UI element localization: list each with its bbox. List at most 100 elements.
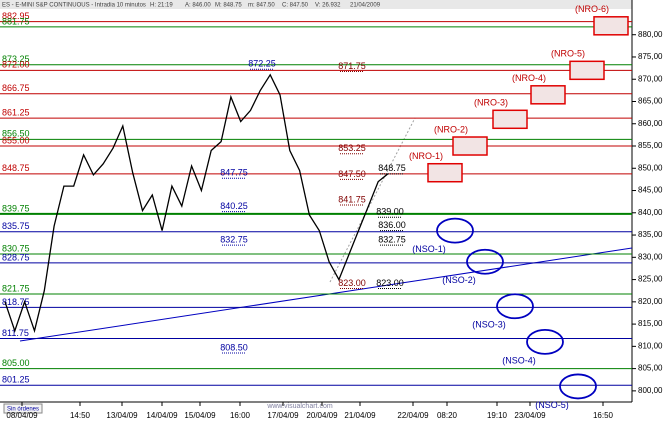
nso-label: (NSO-4) bbox=[502, 355, 536, 365]
y-tick-label: 845,00 bbox=[638, 186, 663, 195]
annotation-label: 847.75 bbox=[220, 168, 248, 178]
header-field: 21/04/2009 bbox=[350, 3, 381, 9]
annotation-label: 847.50 bbox=[338, 169, 366, 179]
y-tick-label: 820,00 bbox=[638, 297, 663, 306]
x-tick-label: 16:00 bbox=[230, 411, 251, 420]
y-tick-label: 830,00 bbox=[638, 252, 663, 261]
annotation-label: 848.75 bbox=[378, 163, 406, 173]
header-field: C: 847.50 bbox=[282, 3, 309, 9]
level-label: 821.75 bbox=[2, 283, 30, 293]
level-label: 882.95 bbox=[2, 11, 30, 21]
annotation-label: 853.25 bbox=[338, 143, 366, 153]
nro-label: (NRO-6) bbox=[575, 4, 609, 14]
nro-label: (NRO-2) bbox=[434, 124, 468, 134]
level-label: 856.50 bbox=[2, 129, 30, 139]
nro-box bbox=[530, 85, 566, 105]
x-tick-label: 08/04/09 bbox=[6, 411, 38, 420]
status-box bbox=[3, 403, 43, 414]
annotation-label: 871.75 bbox=[338, 61, 366, 71]
nro-box bbox=[492, 109, 528, 130]
nro-label: (NRO-1) bbox=[409, 151, 443, 161]
x-tick-label: 19:10 bbox=[487, 411, 508, 420]
y-tick-label: 815,00 bbox=[638, 319, 663, 328]
nso-label: (NSO-5) bbox=[535, 400, 569, 410]
nso-ellipse bbox=[526, 328, 564, 355]
annotation-label: 840.25 bbox=[220, 201, 248, 211]
y-tick-label: 810,00 bbox=[638, 341, 663, 350]
price-line bbox=[4, 73, 389, 334]
annotation-label: 836.00 bbox=[378, 220, 406, 230]
level-label: 872.00 bbox=[2, 60, 30, 70]
nro-box bbox=[593, 16, 629, 36]
level-label: 839.75 bbox=[2, 203, 30, 213]
y-tick-label: 835,00 bbox=[638, 230, 663, 239]
annotation-label: 839.00 bbox=[376, 207, 404, 217]
x-tick-label: 17/04/09 bbox=[267, 411, 299, 420]
y-tick-label: 800,00 bbox=[638, 386, 663, 395]
nso-ellipse bbox=[436, 217, 474, 244]
level-label: 811.75 bbox=[2, 328, 29, 338]
annotation-label: 823.00 bbox=[376, 278, 404, 288]
nro-box bbox=[569, 60, 605, 81]
x-tick-label: 20/04/09 bbox=[306, 411, 338, 420]
x-tick-label: 14:50 bbox=[70, 411, 91, 420]
level-label: 818.75 bbox=[2, 297, 30, 307]
level-label: 855.00 bbox=[2, 135, 30, 145]
y-tick-label: 875,00 bbox=[638, 52, 663, 61]
x-tick-label: 21/04/09 bbox=[344, 411, 376, 420]
header-bar bbox=[0, 0, 632, 9]
nso-label: (NSO-1) bbox=[412, 244, 446, 254]
nso-ellipse bbox=[466, 248, 504, 275]
x-tick-label: 14/04/09 bbox=[146, 411, 178, 420]
x-tick-label: 23/04/09 bbox=[514, 411, 546, 420]
level-label: 828.75 bbox=[2, 252, 30, 262]
header-field: V: 26.932 bbox=[315, 3, 341, 9]
level-label: 873.25 bbox=[2, 54, 30, 64]
nro-box bbox=[427, 162, 463, 183]
x-tick-label: 15/04/09 bbox=[184, 411, 216, 420]
header-field: m: 847.50 bbox=[248, 3, 275, 9]
nso-label: (NSO-2) bbox=[442, 275, 476, 285]
header-field: M: 848.75 bbox=[215, 3, 242, 9]
nso-ellipse bbox=[496, 293, 534, 320]
nro-box bbox=[452, 136, 488, 156]
y-tick-label: 855,00 bbox=[638, 141, 663, 150]
annotation-label: 872.25 bbox=[248, 59, 276, 69]
nso-label: (NSO-3) bbox=[472, 320, 506, 330]
level-label: 848.75 bbox=[2, 163, 30, 173]
x-tick-label: 16:50 bbox=[593, 411, 614, 420]
channel-line bbox=[329, 117, 416, 283]
annotation-label: 841.75 bbox=[338, 194, 366, 204]
header-title: ES - E-MINI S&P CONTINUOUS - Intradia 10… bbox=[2, 3, 146, 9]
y-tick-label: 850,00 bbox=[638, 163, 663, 172]
level-label: 801.25 bbox=[2, 375, 30, 385]
y-tick-label: 840,00 bbox=[638, 208, 663, 217]
x-tick-label: 22/04/09 bbox=[397, 411, 429, 420]
annotation-label: 832.75 bbox=[378, 234, 406, 244]
y-tick-label: 860,00 bbox=[638, 119, 663, 128]
level-label: 861.25 bbox=[2, 108, 30, 118]
y-tick-label: 870,00 bbox=[638, 74, 663, 83]
header-field: H: 21:19 bbox=[150, 3, 173, 9]
level-label: 805.00 bbox=[2, 358, 30, 368]
level-label: 881.75 bbox=[2, 16, 30, 26]
watermark: www.visualchart.com bbox=[266, 403, 333, 410]
nro-label: (NRO-3) bbox=[474, 98, 508, 108]
nso-ellipse bbox=[559, 373, 597, 400]
level-label: 866.75 bbox=[2, 83, 30, 93]
annotation-label: 808.50 bbox=[220, 342, 248, 352]
annotation-label: 832.75 bbox=[220, 234, 248, 244]
nro-label: (NRO-4) bbox=[512, 73, 546, 83]
y-tick-label: 805,00 bbox=[638, 364, 663, 373]
level-label: 835.75 bbox=[2, 221, 30, 231]
header-field: A: 846.00 bbox=[185, 3, 211, 9]
y-tick-label: 825,00 bbox=[638, 275, 663, 284]
y-tick-label: 865,00 bbox=[638, 97, 663, 106]
status-text: Sin órdenes bbox=[7, 407, 39, 413]
nro-label: (NRO-5) bbox=[551, 49, 585, 59]
level-label: 830.75 bbox=[2, 243, 30, 253]
y-tick-label: 880,00 bbox=[638, 30, 663, 39]
x-tick-label: 13/04/09 bbox=[106, 411, 138, 420]
